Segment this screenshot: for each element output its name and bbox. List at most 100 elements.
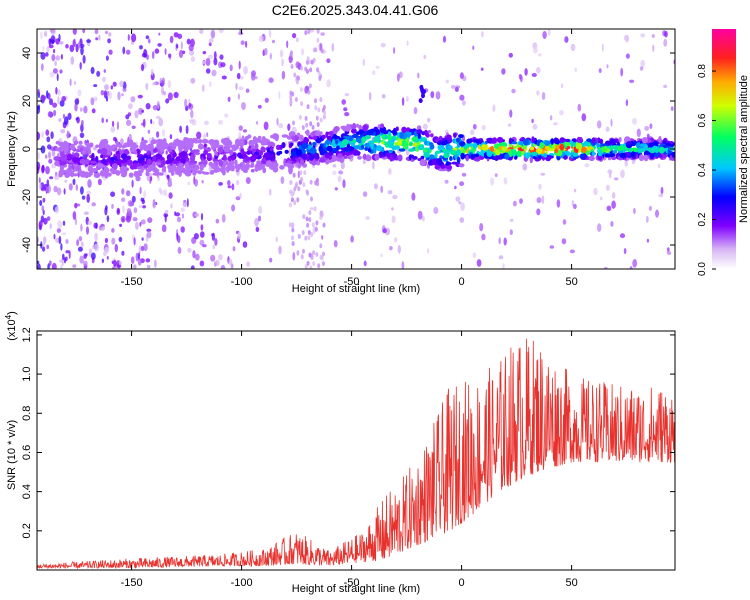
spectrogram-noise-cell xyxy=(472,252,477,258)
spectrogram-ridge-cell xyxy=(332,148,337,152)
spectrogram-noise-cell xyxy=(649,123,653,129)
spectrogram-ridge-cell xyxy=(440,164,446,169)
spectrogram-noise-cell xyxy=(188,44,194,52)
spectrogram-noise-cell xyxy=(108,32,112,37)
spectrogram-ridge-cell xyxy=(281,134,289,138)
spectrogram-noise-cell xyxy=(307,235,311,241)
spectrogram-noise-cell xyxy=(538,183,542,190)
spectrogram-ridge-cell xyxy=(343,155,348,159)
spectrogram-noise-cell xyxy=(139,45,143,50)
snr-x-tick-label: -150 xyxy=(121,577,143,589)
spectrogram-ridge-cell xyxy=(458,134,464,139)
spectrogram-noise-cell xyxy=(316,67,320,73)
spectrogram-noise-cell xyxy=(279,49,284,58)
spectrogram-noise-cell xyxy=(294,97,298,102)
spectrogram-noise-cell xyxy=(189,49,195,56)
spectrogram-ridge-cell xyxy=(214,152,219,156)
spectrogram-noise-cell xyxy=(271,39,276,44)
spectrogram-noise-cell xyxy=(170,203,173,209)
spectrogram-noise-cell xyxy=(481,124,486,131)
spectrogram-noise-cell xyxy=(116,207,121,215)
spectrogram-noise-cell xyxy=(131,33,137,43)
snr-y-tick-label: 1.0 xyxy=(21,366,33,381)
spectrogram-noise-cell xyxy=(511,88,516,94)
spectrogram-noise-cell xyxy=(52,102,58,108)
spectrogram-noise-cell xyxy=(333,240,338,248)
spectrogram-ridge-cell xyxy=(599,138,604,144)
spectrogram-noise-cell xyxy=(235,196,241,201)
spectrogram-ridge-cell xyxy=(554,137,558,145)
spectrogram-noise-cell xyxy=(61,96,67,102)
spectrogram-ridge-cell xyxy=(383,130,389,135)
spectrogram-noise-cell xyxy=(180,226,185,233)
spectrogram-noise-cell xyxy=(224,113,229,118)
spectrogram-noise-cell xyxy=(341,99,347,105)
spectrogram-ridge-cell xyxy=(465,154,469,162)
spectrogram-noise-cell xyxy=(133,237,136,246)
spectrogram-noise-cell xyxy=(625,53,630,59)
spectrogram-ridge-cell xyxy=(103,139,108,146)
spectrogram-noise-cell xyxy=(192,250,196,259)
spectrogram-noise-cell xyxy=(126,208,132,214)
spectrogram-noise-cell xyxy=(108,49,113,55)
spectrogram-ridge-cell xyxy=(100,158,108,165)
spectrogram-noise-cell xyxy=(623,248,627,255)
spectrogram-noise-cell xyxy=(605,126,610,132)
spectrogram-noise-cell xyxy=(607,169,613,174)
spectrogram-noise-cell xyxy=(304,30,308,36)
spectrogram-noise-cell xyxy=(77,89,82,97)
spectrogram-noise-cell xyxy=(201,180,204,184)
spectrogram-noise-cell xyxy=(37,89,40,95)
spectrogram-ridge-cell xyxy=(79,158,86,165)
spectrogram-noise-cell xyxy=(480,67,484,71)
spectrogram-ridge-cell xyxy=(110,156,115,162)
spectrogram-noise-cell xyxy=(40,145,46,154)
spectrogram-noise-cell xyxy=(648,205,653,211)
spectrogram-noise-cell xyxy=(80,223,83,232)
spectrogram-noise-cell xyxy=(556,199,561,208)
spectrogram-ridge-cell xyxy=(142,155,149,159)
spectrogram-noise-cell xyxy=(423,54,427,60)
spectrogram-noise-cell xyxy=(472,45,475,50)
spectrogram-noise-cell xyxy=(55,55,61,61)
spectrogram-noise-cell xyxy=(189,119,195,124)
spectrogram-noise-cell xyxy=(243,129,247,133)
spectrogram-noise-cell xyxy=(309,121,313,127)
spectrogram-noise-cell xyxy=(629,266,633,269)
spectrogram-ridge-cell xyxy=(234,162,238,170)
spectrogram-noise-cell xyxy=(54,60,57,67)
spectrogram-noise-cell xyxy=(561,83,564,89)
spectrogram-noise-cell xyxy=(78,236,83,242)
spectrogram-noise-cell xyxy=(46,216,51,222)
spectrogram-noise-cell xyxy=(301,48,304,56)
spectrogram-noise-cell xyxy=(315,115,319,121)
spectrogram-noise-cell xyxy=(288,222,292,228)
spectrogram-noise-cell xyxy=(209,81,212,88)
spectrogram-ridge-cell xyxy=(133,170,139,178)
spectrogram-noise-cell xyxy=(175,212,181,217)
spectrogram-noise-cell xyxy=(93,146,97,151)
spectrogram-noise-cell xyxy=(501,68,506,75)
spectrogram-ridge-cell xyxy=(406,127,411,132)
colorbar-label: Normalized spectral amplitude xyxy=(738,75,750,223)
spectrogram-ridge-cell xyxy=(97,162,101,168)
spectrogram-ridge-cell xyxy=(638,154,645,162)
spectrogram-ridge-cell xyxy=(492,137,498,144)
spectrogram-noise-cell xyxy=(42,197,46,203)
spectrogram-noise-cell xyxy=(301,125,305,131)
spectrogram-noise-cell xyxy=(542,31,547,39)
spectrogram-noise-cell xyxy=(278,91,281,100)
spectrogram-ridge-cell xyxy=(201,171,205,174)
spectrogram-noise-cell xyxy=(237,93,240,100)
spectrogram-noise-cell xyxy=(310,196,313,202)
spectrogram-noise-cell xyxy=(167,92,173,101)
spectrogram-ridge-cell xyxy=(296,149,303,156)
spectrogram-noise-cell xyxy=(75,184,79,191)
spectrogram-ridge-cell xyxy=(481,145,488,151)
spectrogram-noise-cell xyxy=(219,54,224,60)
spectrogram-ridge-cell xyxy=(239,138,244,144)
spectrogram-noise-cell xyxy=(286,40,289,49)
spectrogram-ridge-cell xyxy=(511,141,518,145)
spectrogram-noise-cell xyxy=(309,29,315,33)
spectrogram-x-tick-label: 50 xyxy=(565,276,577,288)
